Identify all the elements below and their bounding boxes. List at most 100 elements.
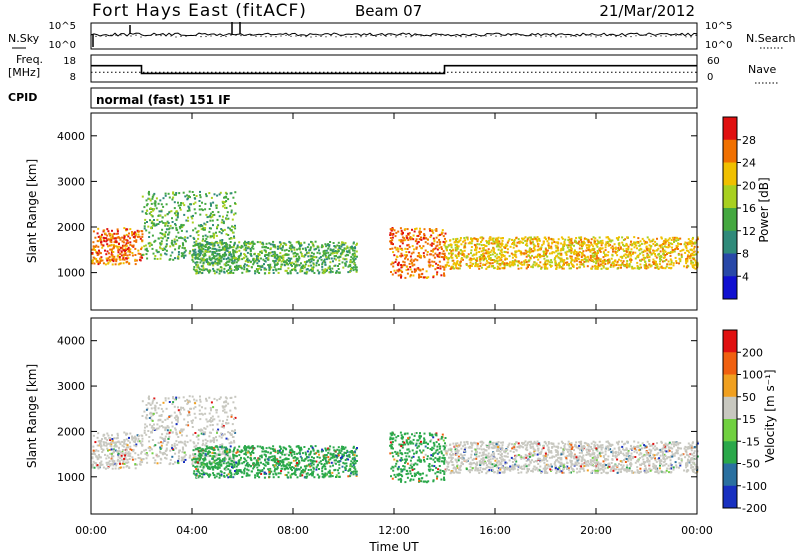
power-cell (550, 245, 553, 248)
power-cell (470, 259, 473, 262)
power-cell (348, 250, 351, 252)
power-cell (238, 241, 241, 244)
power-cell (276, 263, 279, 265)
power-cell (678, 257, 681, 260)
power-cell (470, 246, 473, 248)
power-ytick-label: 2000 (57, 221, 85, 234)
velocity-cell (100, 447, 103, 450)
power-cell (470, 238, 473, 241)
power-cell (240, 244, 243, 247)
power-cell (212, 247, 215, 250)
power-cell (611, 239, 614, 242)
power-cell (544, 267, 546, 270)
velocity-cell (100, 460, 103, 463)
power-cell (205, 249, 207, 252)
nsearch-point (355, 36, 357, 38)
power-cell (228, 254, 231, 257)
power-cell (395, 231, 398, 234)
power-cell (497, 248, 500, 251)
power-cell (96, 232, 99, 235)
velocity-cell (175, 447, 178, 450)
power-cell (595, 254, 598, 257)
velocity-cell (96, 464, 99, 467)
power-cell (432, 248, 435, 251)
velocity-cell (208, 435, 211, 438)
power-cell (110, 241, 113, 244)
power-cell (220, 243, 223, 246)
velocity-cell (148, 402, 151, 405)
power-cell (219, 239, 222, 242)
power-cell (287, 263, 290, 266)
power-cell (179, 204, 182, 207)
power-cell (391, 239, 394, 242)
velocity-cell (183, 461, 185, 463)
power-cell (678, 262, 680, 265)
power-cell (390, 271, 392, 273)
power-cell (218, 256, 221, 259)
power-cell (187, 219, 190, 222)
power-cell (422, 245, 425, 248)
power-cell (403, 261, 406, 264)
power-cell (569, 257, 572, 259)
power-cell (156, 258, 159, 260)
power-cell (470, 242, 473, 245)
power-cell (652, 258, 655, 261)
power-cell (201, 257, 204, 260)
velocity-cell (183, 408, 186, 411)
power-cell (245, 241, 248, 244)
power-cell (272, 255, 275, 257)
velocity-cell (160, 425, 163, 427)
velocity-cell (231, 436, 234, 438)
power-cell (612, 261, 615, 264)
power-cell (565, 244, 568, 247)
power-cell (203, 269, 206, 272)
power-cell (493, 267, 496, 270)
velocity-cell (195, 435, 198, 438)
power-cell (548, 246, 550, 249)
power-cell (153, 224, 156, 227)
power-cell (205, 241, 208, 243)
power-cell (462, 258, 464, 261)
power-cell (297, 242, 300, 245)
power-cell (623, 264, 626, 267)
power-cell (429, 236, 432, 238)
power-cell (92, 230, 95, 233)
velocity-cell (292, 459, 295, 462)
power-cell (181, 237, 184, 240)
velocity-cell (167, 426, 170, 429)
power-cell (125, 228, 128, 231)
velocity-cell (110, 455, 113, 458)
velocity-cell (143, 449, 146, 452)
power-cell (400, 232, 403, 235)
power-cell (525, 267, 528, 270)
power-cell (547, 236, 550, 239)
date-title: 21/Mar/2012 (599, 2, 695, 20)
power-cell (526, 244, 529, 247)
power-cell (590, 243, 593, 246)
power-cell (437, 234, 440, 237)
velocity-cell (328, 461, 331, 464)
power-cell (268, 271, 271, 274)
power-cell (198, 208, 201, 211)
velocity-cell (159, 419, 162, 422)
velocity-cell (223, 405, 225, 408)
power-cell (533, 246, 535, 249)
power-cell (233, 235, 235, 238)
power-cell (432, 243, 435, 245)
power-cell (450, 253, 453, 256)
velocity-cell (198, 409, 201, 412)
power-cell (177, 212, 179, 215)
power-cell (668, 263, 671, 266)
power-cell (300, 242, 302, 245)
velocity-cell (95, 449, 98, 452)
power-cell (627, 253, 630, 256)
noise-panel-frame (90, 22, 698, 50)
power-cell (596, 250, 599, 252)
power-cell (440, 274, 443, 277)
nsearch-point (600, 35, 602, 37)
power-cell (201, 224, 204, 227)
power-cell (653, 262, 656, 265)
power-cell (310, 251, 313, 254)
power-cell (399, 273, 402, 276)
power-cell (274, 252, 277, 255)
